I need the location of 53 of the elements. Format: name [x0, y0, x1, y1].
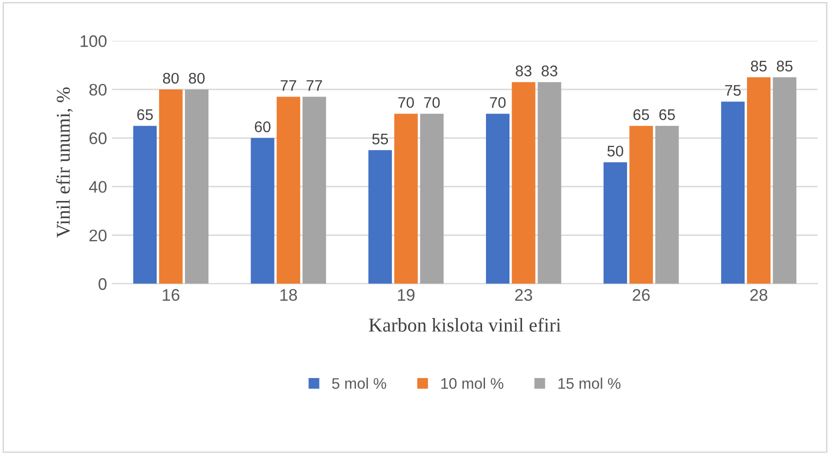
- data-label: 50: [607, 146, 624, 157]
- bar: [538, 82, 562, 284]
- x-tick-label: 26: [632, 289, 650, 301]
- data-label: 80: [188, 72, 205, 84]
- data-label: 85: [776, 60, 792, 72]
- bar: [159, 89, 183, 284]
- x-tick-label: 28: [750, 289, 768, 301]
- bar: [486, 114, 510, 284]
- data-label: 83: [516, 66, 532, 76]
- data-label: 77: [306, 80, 322, 91]
- data-label: 65: [659, 109, 675, 120]
- bar: [420, 114, 444, 284]
- data-label: 80: [163, 72, 179, 84]
- bar: [133, 126, 157, 284]
- data-label: 65: [137, 109, 153, 120]
- bar: [629, 126, 653, 284]
- y-tick-label: 0: [98, 278, 107, 290]
- x-tick-label: 16: [162, 289, 180, 301]
- y-tick-label: 60: [90, 132, 107, 144]
- legend-label: 10 mol %: [441, 378, 504, 389]
- bar: [368, 150, 392, 284]
- data-label: 70: [398, 97, 414, 108]
- x-tick-label: 18: [280, 289, 297, 301]
- data-label: 77: [280, 80, 296, 91]
- y-tick-label: 80: [89, 84, 107, 96]
- bar: [604, 162, 628, 284]
- bar: [655, 126, 679, 284]
- x-axis-title: Karbon kislota vinil efiri: [368, 318, 561, 332]
- data-label: 65: [633, 109, 650, 120]
- y-tick-label: 40: [89, 180, 107, 193]
- data-label: 60: [254, 121, 270, 132]
- bar: [512, 82, 536, 284]
- x-tick-label: 19: [398, 289, 414, 301]
- data-label: 75: [725, 85, 741, 96]
- bar: [772, 77, 796, 284]
- bar: [747, 77, 771, 284]
- bar: [250, 138, 274, 284]
- bar: [721, 102, 745, 284]
- data-label: 70: [490, 97, 506, 108]
- legend-label: 5 mol %: [332, 378, 386, 389]
- legend-label: 15 mol %: [558, 378, 620, 389]
- data-label: 70: [424, 97, 440, 108]
- bar: [302, 96, 326, 284]
- bar: [184, 89, 208, 284]
- data-label: 85: [750, 60, 767, 72]
- y-tick-label: 20: [89, 230, 107, 242]
- data-label: 83: [542, 66, 558, 76]
- x-tick-label: 23: [515, 289, 532, 301]
- bar: [394, 114, 418, 284]
- data-label: 55: [372, 134, 388, 144]
- bar: [276, 96, 300, 284]
- y-axis-title: Vinil efir unumi, %: [56, 87, 73, 238]
- y-tick-label: 100: [80, 35, 107, 48]
